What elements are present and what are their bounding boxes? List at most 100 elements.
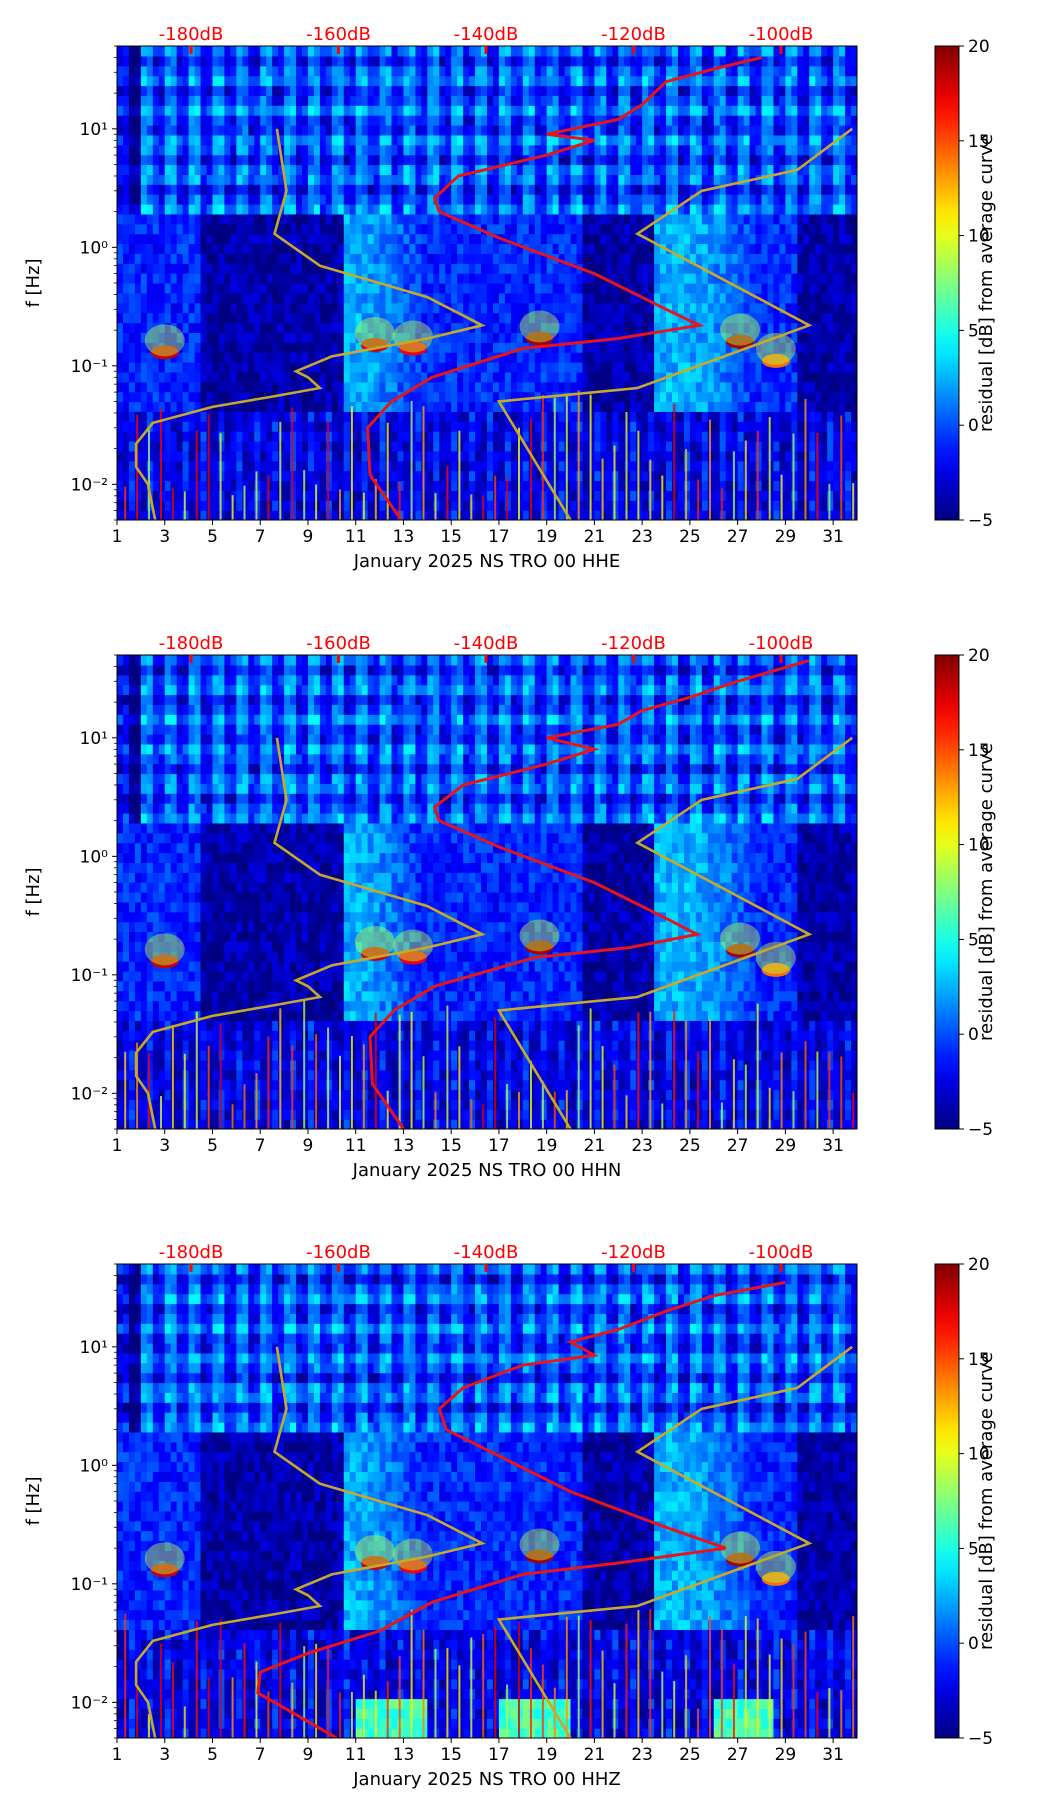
x-tick-label: 17: [488, 1745, 510, 1765]
reference-noise-curve: [134, 736, 853, 1129]
y-tick-label: 10⁻¹: [71, 1575, 108, 1595]
x-tick-label: 11: [345, 1745, 367, 1765]
colorbar-tick-label: 20: [968, 1255, 990, 1275]
colorbar-tick-label: 20: [968, 37, 990, 57]
colorbar-tick-label: 5: [968, 321, 979, 341]
colorbar-tick-label: 20: [968, 646, 990, 666]
db-scale-label: -120dB: [601, 24, 666, 45]
db-scale-label: -180dB: [159, 1242, 224, 1263]
db-scale-label: -160dB: [306, 633, 371, 654]
event-blob: [726, 1552, 755, 1567]
x-tick-label: 27: [727, 1745, 749, 1765]
colorbar-tick-label: −5: [968, 511, 993, 531]
x-tick-label: 7: [255, 1745, 266, 1765]
colorbar-gradient: [934, 654, 960, 1130]
heatmap-area: [117, 1264, 857, 1738]
event-blob: [726, 334, 755, 349]
event-blob: [150, 954, 179, 969]
y-axis-label: f [Hz]: [23, 1476, 44, 1525]
db-scale-label: -160dB: [306, 1242, 371, 1263]
x-axis-label: January 2025 NS TRO 00 HHE: [353, 551, 621, 572]
event-halo: [519, 1528, 560, 1561]
event-halo: [519, 310, 560, 343]
heatmap-area: [117, 46, 857, 520]
x-tick-label: 9: [303, 1745, 314, 1765]
event-blob: [525, 331, 554, 346]
colorbar-tick-label: 0: [968, 416, 979, 436]
db-scale-label: -120dB: [601, 633, 666, 654]
colorbar-tick-label: 10: [968, 836, 990, 856]
y-tick-label: 10⁻¹: [71, 357, 108, 377]
x-tick-label: 5: [207, 527, 218, 547]
y-axis-label: f [Hz]: [23, 867, 44, 916]
colorbar-gradient: [934, 45, 960, 521]
x-tick-label: 1: [112, 1745, 123, 1765]
event-blob: [399, 1559, 427, 1574]
y-tick-label: 10⁻²: [71, 1693, 108, 1713]
event-halo: [393, 320, 433, 353]
x-tick-label: 3: [159, 1136, 170, 1156]
x-tick-label: 29: [775, 527, 797, 547]
event-halo: [519, 919, 560, 952]
colorbar-gradient: [934, 1263, 960, 1739]
heatmap-area: [117, 655, 857, 1129]
event-halo: [354, 925, 395, 958]
reference-noise-curve: [134, 127, 853, 520]
db-scale-label: -180dB: [159, 633, 224, 654]
x-tick-label: 7: [255, 1136, 266, 1156]
event-halo: [354, 1534, 395, 1567]
x-tick-label: 11: [345, 1136, 367, 1156]
x-tick-label: 17: [488, 1136, 510, 1156]
x-tick-label: 3: [159, 527, 170, 547]
x-tick-label: 21: [584, 1136, 606, 1156]
colorbar-tick-label: 15: [968, 741, 990, 761]
x-tick-label: 23: [631, 1136, 653, 1156]
x-tick-label: 7: [255, 527, 266, 547]
x-tick-label: 21: [584, 1745, 606, 1765]
x-tick-label: 15: [440, 1745, 462, 1765]
x-tick-label: 3: [159, 1745, 170, 1765]
db-scale-label: -100dB: [749, 24, 814, 45]
x-tick-label: 23: [631, 527, 653, 547]
y-tick-label: 10¹: [80, 120, 108, 140]
x-tick-label: 19: [536, 527, 558, 547]
x-tick-label: 29: [775, 1136, 797, 1156]
x-tick-label: 25: [679, 1745, 701, 1765]
x-tick-label: 1: [112, 527, 123, 547]
colorbar-label: residual [dB] from average curve: [976, 743, 997, 1041]
colorbar-label: residual [dB] from average curve: [976, 1352, 997, 1650]
x-axis-label: January 2025 NS TRO 00 HHN: [352, 1160, 622, 1181]
event-blob: [399, 341, 427, 356]
event-halo: [393, 929, 433, 962]
x-tick-label: 31: [822, 1745, 844, 1765]
x-tick-label: 19: [536, 1745, 558, 1765]
x-tick-label: 9: [303, 527, 314, 547]
event-blob: [761, 353, 790, 368]
event-halo: [720, 313, 761, 346]
event-halo: [393, 1538, 433, 1571]
event-blob: [761, 1571, 790, 1586]
colorbar-tick-label: 0: [968, 1025, 979, 1045]
y-tick-label: 10¹: [80, 1338, 108, 1358]
colorbar-tick-label: 10: [968, 1445, 990, 1465]
average-psd-curve: [368, 658, 810, 1129]
colorbar-tick-label: 0: [968, 1634, 979, 1654]
x-tick-label: 31: [822, 527, 844, 547]
x-tick-label: 5: [207, 1745, 218, 1765]
x-tick-label: 25: [679, 527, 701, 547]
x-tick-label: 31: [822, 1136, 844, 1156]
colorbar: −5 0 5 10 15 20 residual [dB] from average cur…: [934, 1255, 997, 1749]
x-tick-label: 17: [488, 527, 510, 547]
x-tick-label: 21: [584, 527, 606, 547]
colorbar-tick-label: 10: [968, 227, 990, 247]
x-tick-label: 27: [727, 527, 749, 547]
x-tick-label: 5: [207, 1136, 218, 1156]
y-tick-label: 10¹: [80, 729, 108, 749]
event-halo: [144, 933, 185, 966]
x-tick-label: 29: [775, 1745, 797, 1765]
event-blob: [525, 940, 554, 955]
event-halo: [354, 316, 395, 349]
average-psd-curve: [366, 56, 762, 520]
x-tick-label: 13: [393, 527, 415, 547]
